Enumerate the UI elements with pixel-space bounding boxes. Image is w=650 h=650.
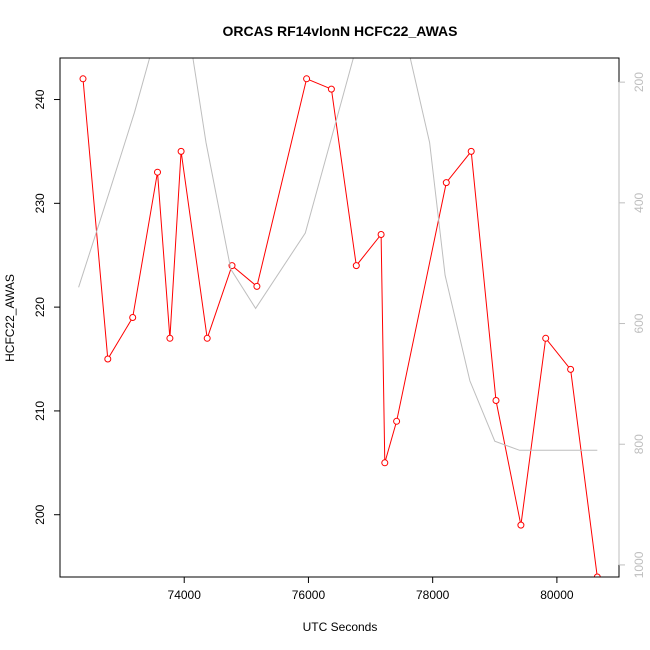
y-tick-label-0: 200 [33,504,47,524]
series-0-point-6 [203,334,211,342]
y-tick-label-2: 220 [33,297,47,317]
series-0-point-8 [253,282,261,290]
series-0-line [82,78,598,577]
y2-tick-label-0: 200 [632,72,646,92]
x-tick-label-0: 74000 [168,588,202,602]
x-tick-label-3: 80000 [540,588,574,602]
y-axis-left: 200 210 220 230 240 [33,89,61,525]
y2-tick-label-1: 400 [632,193,646,213]
series-0-point-14 [393,417,401,425]
y-tick-label-1: 210 [33,401,47,421]
series-0-point-17 [492,397,500,404]
series-0-point-19 [542,334,550,342]
y-tick-label-3: 230 [33,193,47,213]
series-0-point-16 [467,147,475,155]
series-0-point-21 [593,573,601,577]
series-0-point-4 [166,334,174,342]
series-1-line [78,58,598,451]
series-0-point-1 [104,355,112,363]
series-0-point-11 [352,262,360,270]
series-0-point-5 [177,147,185,155]
y2-tick-label-3: 800 [632,434,646,454]
series-0-point-9 [303,75,311,83]
plot-frame [59,57,620,578]
y2-tick-label-2: 600 [632,313,646,333]
x-tick-label-1: 76000 [292,588,326,602]
x-axis-label: UTC Seconds [303,620,378,634]
series-0-point-15 [442,179,450,187]
series-0-point-0 [79,75,87,83]
y2-tick-label-4: 1000 [632,551,646,578]
x-axis: 74000 76000 78000 80000 [168,576,574,602]
series-0-point-2 [129,314,137,321]
series-0-point-13 [381,459,389,467]
plot-area [78,58,601,577]
series-0-point-12 [377,231,385,238]
x-tick-label-2: 78000 [416,588,450,602]
y-axis-label: HCFC22_AWAS [3,274,17,362]
series-0-point-18 [517,521,525,529]
series-0-point-20 [567,365,575,373]
series-0-point-10 [327,85,335,93]
chart-title: ORCAS RF14vlonN HCFC22_AWAS [223,23,458,39]
y-axis-right: 200 400 600 800 1000 [618,72,646,578]
y-tick-label-4: 240 [33,89,47,109]
series-0-point-3 [154,168,161,176]
